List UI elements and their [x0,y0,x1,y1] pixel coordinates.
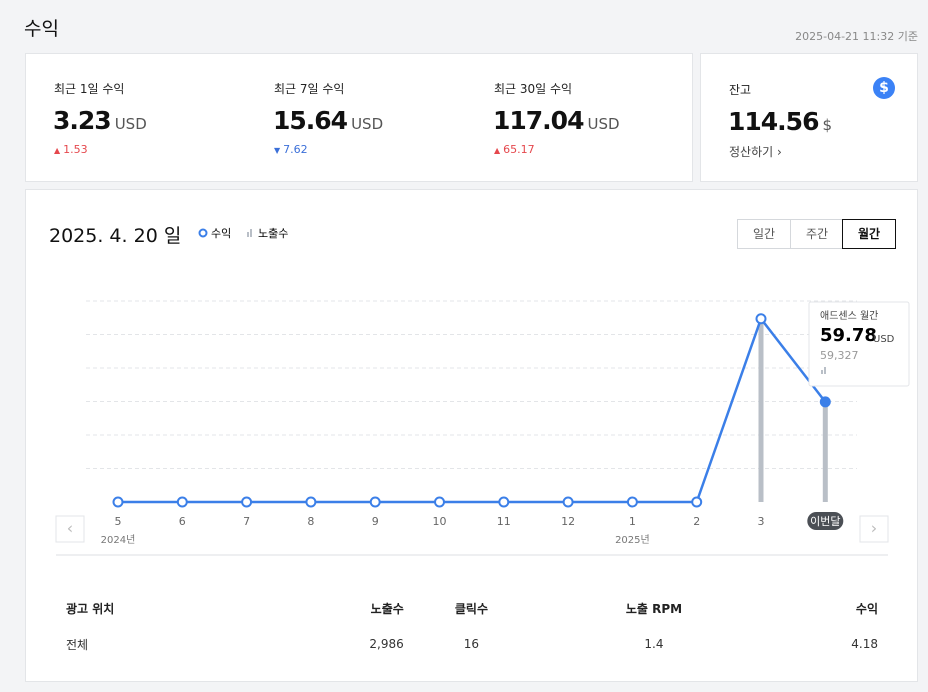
period-tabs: 일간 주간 월간 [737,219,896,249]
revenue-point [241,496,253,508]
timestamp: 2025-04-21 11:32 기준 [795,30,918,43]
page-title: 수익 [24,18,59,40]
revenue-point [369,496,381,508]
x-tick-label: 10 [433,515,447,528]
tooltip-value: 59.78 [820,325,877,346]
stat-value-row: 15.64 USD [273,106,383,135]
year-label: 2025년 [615,534,650,546]
table-header: 광고 위치 [66,601,115,616]
revenue-point [755,313,767,325]
x-tick-label: 6 [179,515,186,528]
summary-card: 최근 1일 수익 3.23 USD ▲ 1.53 최근 7일 수익 15.64 USD ▼ 7.6… [25,53,693,182]
revenue-point [562,496,574,508]
stat-value-row: 3.23 USD [53,106,147,135]
change-arrow: ▼ [274,146,281,155]
tooltip-unit: USD [873,334,895,345]
stat-unit: USD [587,115,620,133]
period-tab[interactable]: 월간 [842,219,896,249]
x-tick-label: 2 [693,515,700,528]
stat-value: 117.04 [493,106,584,135]
settle-link[interactable]: 정산하기 › [729,145,782,159]
revenue-point [112,496,124,508]
change-arrow: ▲ [494,146,501,155]
table-cell: 1.4 [644,637,664,651]
tooltip-icon [821,370,823,374]
period-tab[interactable]: 주간 [790,220,843,248]
table-row: 전체 2,986 16 1.4 4.18 [66,626,878,662]
tooltip-icon [824,367,826,374]
stat-change: ▼ 7.62 [274,143,308,156]
x-tick-label: 9 [372,515,379,528]
chart: 수익 노출수 5 2024년 6 7 8 9 10 11 12 1 2025년 2 3 이번달 ‹ › 애드센스 월… [55,227,910,556]
revenue-point [434,496,445,508]
x-tick-label: 11 [497,515,511,528]
date-label: 2025. 4. 20 일 [49,225,182,247]
table-cell: 4.18 [851,637,878,651]
x-tick-label: 이번달 [810,515,840,528]
x-tick-label: 1 [629,515,636,528]
chart-card: 2025. 4. 20 일 일간 주간 월간 수익 노출수 5 2024년 6 7 8 9 10 11… [25,189,918,682]
change-value: 7.62 [283,143,308,156]
table-cell: 2,986 [369,637,404,651]
table-cell: 16 [463,637,480,651]
legend-bar-marker [250,229,252,237]
tooltip-box [808,301,910,387]
nav-button[interactable] [55,515,85,543]
tooltip-title: 애드센스 월간 [820,310,878,322]
balance-label: 잔고 [729,83,752,97]
nav-arrow[interactable]: ‹ [67,519,73,538]
change-value: 1.53 [63,143,88,156]
impression-bar [822,402,828,502]
table-header: 노출 RPM [625,601,683,616]
change-value: 65.17 [503,143,535,156]
period-tab[interactable]: 일간 [752,227,776,241]
revenue-point [176,496,188,508]
legend-line-marker [198,228,208,238]
balance-value: 114.56 [728,107,819,136]
legend-bar-marker [247,232,249,237]
impression-bar [758,320,764,502]
revenue-point [626,496,638,508]
stat-unit: USD [114,115,147,133]
stat-label: 최근 30일 수익 [494,82,573,96]
tooltip-impressions: 59,327 [820,349,859,362]
nav-button[interactable] [859,515,889,543]
nav-arrow[interactable]: › [871,519,877,538]
x-tick-label: 7 [243,515,250,528]
balance-card: 잔고 $ 114.56 $ 정산하기 › [700,53,918,182]
year-label: 2024년 [101,534,136,546]
stat-value-row: 117.04 USD [493,106,620,135]
table-header: 수익 [855,601,878,616]
revenue-point [819,396,831,408]
table-header: 노출수 [370,601,404,616]
legend-label: 노출수 [258,227,288,240]
stat-change: ▲ 1.53 [54,143,88,156]
stat-label: 최근 7일 수익 [274,82,345,96]
dollar-icon: $ [873,77,895,99]
revenue-line [118,316,827,504]
x-tick-label: 5 [115,515,122,528]
revenue-point [305,496,317,508]
x-tick-label: 12 [561,515,575,528]
stat-unit: USD [351,115,384,133]
revenue-point [691,496,703,508]
table-cell: 전체 [66,637,89,652]
current-pill [807,512,844,530]
x-tick-label: 8 [307,515,314,528]
revenue-point [498,496,510,508]
stat-label: 최근 1일 수익 [54,82,125,96]
header-row: 광고 위치 노출수 클릭수 노출 RPM 수익 [66,590,878,626]
stat-value: 15.64 [273,106,348,135]
balance-unit: $ [822,116,833,134]
table-header: 클릭수 [454,601,488,616]
stat-value: 3.23 [53,106,112,135]
change-arrow: ▲ [54,146,61,155]
settle-text[interactable]: 정산하기 [729,145,774,159]
stat-change: ▲ 65.17 [494,143,535,156]
x-tick-label: 3 [758,515,765,528]
legend-label: 수익 [211,227,231,240]
